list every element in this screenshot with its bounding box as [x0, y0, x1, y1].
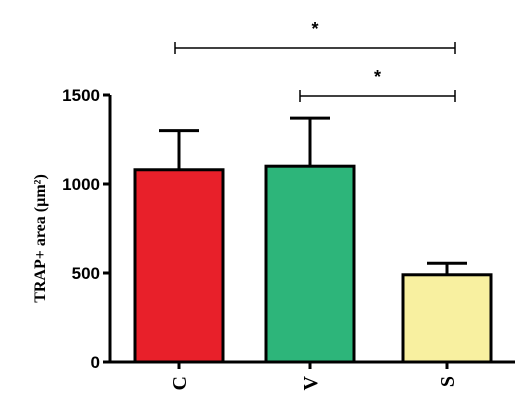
y-axis-label: TRAP+ area (µm²) — [32, 174, 49, 303]
bar-V — [264, 164, 356, 364]
y-tick-label-500: 500 — [72, 264, 100, 283]
sig-label-V-S: * — [374, 67, 381, 87]
bar-S — [401, 273, 493, 364]
y-tick-label-1000: 1000 — [62, 175, 100, 194]
x-tick-label-C: C — [169, 376, 191, 390]
sig-label-C-S: * — [311, 19, 318, 39]
bar-C — [133, 168, 225, 364]
x-tick-label-V: V — [300, 375, 322, 390]
y-tick-label-0: 0 — [91, 353, 100, 372]
x-tick-label-S: S — [437, 376, 459, 387]
y-tick-label-1500: 1500 — [62, 86, 100, 105]
